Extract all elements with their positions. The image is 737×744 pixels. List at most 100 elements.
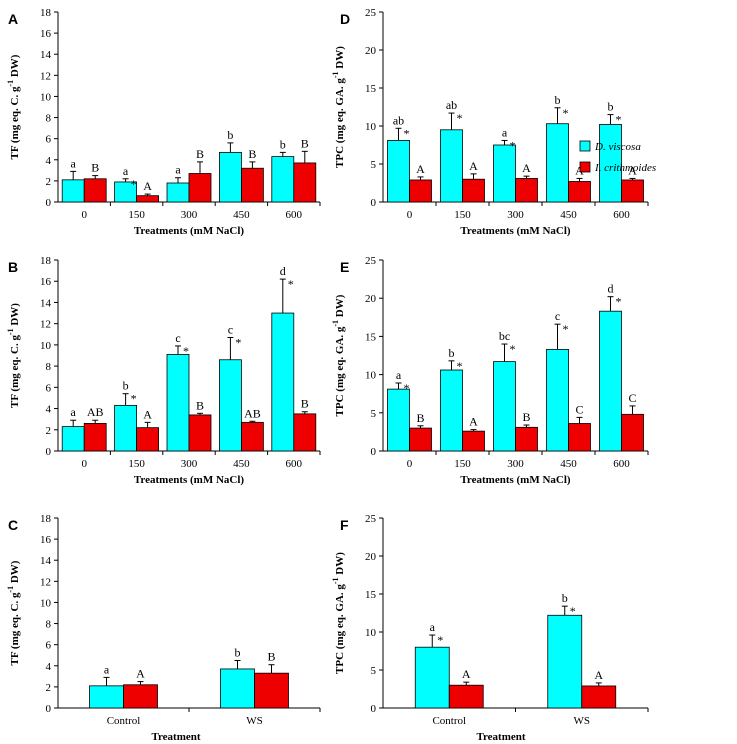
y-axis-label-end: DW) [9,560,21,586]
bar-dviscosa [271,156,295,203]
significance-letter: a [71,405,77,419]
significance-star: * [131,392,137,406]
y-tick-label: 6 [46,640,52,652]
x-tick-label: Control [107,715,141,727]
y-axis-label-main: TF (mg eq. C. g [9,86,21,159]
bar-icrithmoides [240,421,264,452]
panel-letter: B [8,259,18,275]
bar-dviscosa [89,685,124,709]
significance-letter: d [280,264,286,278]
bar-dviscosa [61,426,85,452]
panel-a: A 0 2 4 6 8 10 12 14 16 18 TF (mg eq. C. g-1 DW) Tre… [6,7,321,237]
significance-letter: A [628,163,637,177]
significance-letter: A [143,407,152,421]
bar-icrithmoides [409,427,432,452]
y-tick-label: 0 [371,703,377,715]
significance-star: * [404,381,410,395]
bar-icrithmoides [293,413,317,452]
significance-star: * [570,604,576,618]
x-tick-label: 0 [81,209,87,221]
y-tick-label: 10 [40,340,52,352]
x-tick-label: 300 [181,209,198,221]
bar-icrithmoides [462,178,485,203]
y-tick-label: 18 [40,255,52,267]
significance-star: * [616,295,622,309]
significance-letter: b [555,93,561,107]
x-tick-label: 0 [407,209,413,221]
y-tick-label: 5 [371,665,377,677]
y-axis-label-end: DW) [9,54,21,80]
x-tick-label: 300 [507,458,524,470]
y-tick-label: 12 [40,319,51,331]
y-axis-label-sup: -1 [331,577,340,584]
significance-letter: C [628,391,636,405]
significance-star: * [131,177,137,191]
significance-letter: C [575,402,583,416]
y-tick-label: 5 [371,159,377,171]
panel-c: C 0 2 4 6 8 10 12 14 16 18 TF (mg eq. C. g-1 DW) Tre… [6,513,321,743]
significance-star: * [510,342,516,356]
x-axis-label: Treatments (mM NaCl) [134,474,245,486]
y-tick-label: 20 [365,45,377,57]
significance-letter: b [280,137,286,151]
x-axis-label: Treatments (mM NaCl) [134,225,245,237]
significance-letter: A [522,161,531,175]
bar-icrithmoides [448,684,484,709]
significance-letter: a [430,620,436,634]
x-tick-label: 450 [233,209,250,221]
significance-letter: b [123,379,129,393]
bar-icrithmoides [240,167,264,203]
significance-letter: ab [446,98,457,112]
x-tick-label: 600 [286,458,303,470]
significance-star: * [235,335,241,349]
significance-star: * [183,344,189,358]
bar-dviscosa [547,614,583,709]
bar-dviscosa [546,348,569,452]
x-tick-label: 150 [128,209,145,221]
bar-icrithmoides [409,179,432,203]
y-tick-label: 16 [40,534,52,546]
bar-dviscosa [493,144,516,203]
bar-icrithmoides [515,178,538,203]
panel-letter: F [340,517,349,533]
y-tick-label: 8 [46,619,52,631]
bar-dviscosa [440,129,463,203]
y-axis-label-sup: -1 [6,586,15,593]
significance-letter: B [301,397,309,411]
bar-dviscosa [166,354,190,452]
significance-letter: a [123,164,129,178]
significance-letter: A [416,162,425,176]
significance-letter: AB [244,406,261,420]
bar-dviscosa [218,359,242,452]
y-axis-label: TPC (mg eq. GA. g-1 DW) [331,46,346,168]
significance-letter: a [502,125,508,139]
bar-dviscosa [440,369,463,452]
y-axis-label-end: DW) [334,552,346,578]
y-tick-label: 2 [46,682,52,694]
significance-letter: a [396,368,402,382]
panel-letter: D [340,11,350,27]
significance-letter: A [136,667,145,681]
bar-dviscosa [387,388,410,452]
bar-dviscosa [166,182,190,203]
y-tick-label: 25 [365,7,377,19]
significance-letter: b [227,128,233,142]
panel-f: F 0 5 10 15 20 25 TPC (mg eq. GA. g-1 DW) Treatm… [331,513,649,743]
y-axis-label-end: DW) [334,294,346,320]
significance-letter: bc [499,329,510,343]
y-tick-label: 14 [40,555,52,567]
panel-letter: A [8,11,18,27]
bar-dviscosa [220,668,255,709]
significance-letter: c [175,331,180,345]
y-tick-label: 10 [365,370,377,382]
significance-letter: B [301,136,309,150]
y-tick-label: 15 [365,83,377,95]
significance-letter: B [196,398,204,412]
bar-dviscosa [387,140,410,203]
y-tick-label: 10 [40,91,52,103]
bar-icrithmoides [568,181,591,203]
y-tick-label: 4 [46,155,52,167]
x-tick-label: Control [432,715,466,727]
bar-dviscosa [114,404,137,452]
significance-star: * [404,126,410,140]
